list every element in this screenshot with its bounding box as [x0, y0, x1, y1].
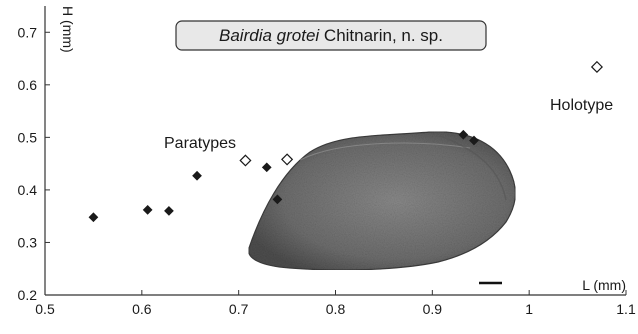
data-points — [88, 60, 603, 223]
x-tick-label: 1.1 — [616, 301, 636, 317]
data-point-open — [239, 154, 252, 167]
data-point-filled — [192, 170, 202, 181]
annotation-paratypes: Paratypes — [164, 135, 236, 152]
ostracod-specimen-image — [248, 131, 516, 271]
data-point-open — [590, 60, 603, 74]
data-point-filled — [458, 129, 469, 140]
x-tick-label: 0.9 — [423, 301, 443, 317]
data-point-filled — [469, 135, 479, 146]
data-point-filled — [272, 194, 283, 205]
x-ticks: 0.5 0.6 0.7 0.8 0.9 1 1.1 — [35, 290, 636, 317]
x-tick-label: 1 — [525, 301, 533, 317]
y-ticks: 0.2 0.3 0.4 0.5 0.6 0.7 — [18, 24, 50, 303]
title-box — [175, 20, 487, 51]
data-point-filled — [164, 206, 174, 216]
data-point-filled — [142, 205, 153, 215]
y-tick-label: 0.5 — [18, 129, 38, 145]
chart-title: Bairdia grotei Chitnarin, n. sp. — [219, 26, 443, 45]
y-tick-label: 0.7 — [18, 24, 38, 40]
data-point-filled — [88, 212, 99, 223]
y-tick-label: 0.2 — [18, 287, 38, 303]
data-point-filled — [261, 162, 272, 173]
y-tick-label: 0.6 — [18, 77, 38, 93]
y-tick-label: 0.4 — [18, 182, 38, 198]
x-axis-label: L (mm) — [582, 277, 626, 293]
data-point-open — [281, 153, 294, 166]
y-tick-label: 0.3 — [18, 234, 38, 250]
x-tick-label: 0.6 — [132, 301, 152, 317]
y-axis-label: H (mm) — [60, 6, 76, 53]
x-tick-label: 0.7 — [229, 301, 249, 317]
chart-title-author: Chitnarin, n. sp. — [319, 26, 443, 45]
x-tick-label: 0.8 — [326, 301, 346, 317]
annotation-holotype: Holotype — [550, 97, 613, 114]
x-tick-label: 0.5 — [35, 301, 55, 317]
chart-title-species: Bairdia grotei — [219, 26, 320, 45]
